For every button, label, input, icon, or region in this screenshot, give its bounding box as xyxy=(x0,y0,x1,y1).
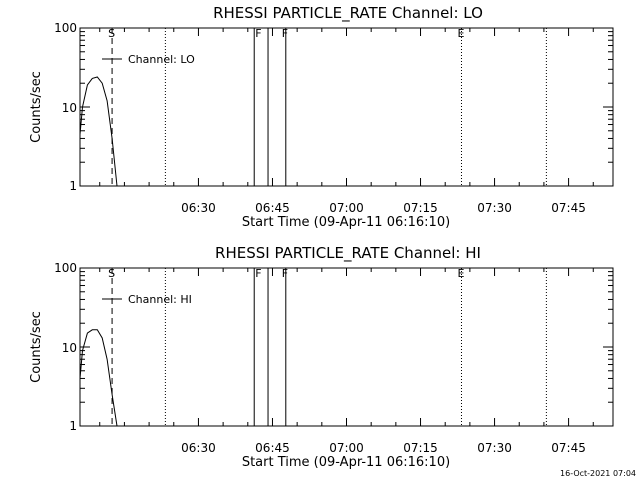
x-tick-label: 07:30 xyxy=(477,201,512,215)
x-tick-label: 07:00 xyxy=(329,201,364,215)
y-axis-label: Counts/sec xyxy=(29,71,44,143)
x-tick-labels: 06:30 06:45 07:00 07:15 07:30 07:45 xyxy=(181,201,586,215)
event-marker-label: F xyxy=(282,267,288,280)
x-tick-label: 06:30 xyxy=(181,201,216,215)
chart-title: RHESSI PARTICLE_RATE Channel: LO xyxy=(213,4,483,23)
x-tick-label: 07:15 xyxy=(403,201,438,215)
event-marker-label: E xyxy=(457,27,464,40)
x-tick-labels: 06:30 06:45 07:00 07:15 07:30 07:45 xyxy=(181,441,586,455)
axis-ticks xyxy=(80,267,613,427)
y-tick-label-1: 1 xyxy=(69,419,77,433)
event-marker-label: F xyxy=(255,267,261,280)
x-tick-label: 07:45 xyxy=(551,441,586,455)
chart-title: RHESSI PARTICLE_RATE Channel: HI xyxy=(215,244,481,263)
x-tick-label: 07:15 xyxy=(403,441,438,455)
series-line-channel-hi xyxy=(79,329,118,427)
x-axis-label: Start Time (09-Apr-11 06:16:10) xyxy=(242,455,450,470)
plot-frame xyxy=(79,267,614,427)
panel-channel-lo: RHESSI PARTICLE_RATE Channel: LO Counts/… xyxy=(29,4,614,230)
y-tick-label-10: 10 xyxy=(62,101,77,115)
x-tick-label: 06:45 xyxy=(255,201,290,215)
x-tick-label: 06:30 xyxy=(181,441,216,455)
event-marker-label: F xyxy=(255,27,261,40)
footer-timestamp: 16-Oct-2021 07:04 xyxy=(560,469,636,478)
x-tick-label: 06:45 xyxy=(255,441,290,455)
y-tick-label-10: 10 xyxy=(62,341,77,355)
legend-label: Channel: HI xyxy=(128,293,192,306)
y-tick-label-100: 100 xyxy=(54,21,77,35)
panel-channel-hi: RHESSI PARTICLE_RATE Channel: HI Counts/… xyxy=(29,244,614,470)
y-tick-label-100: 100 xyxy=(54,261,77,275)
x-tick-label: 07:00 xyxy=(329,441,364,455)
x-tick-label: 07:30 xyxy=(477,441,512,455)
event-marker-label: S xyxy=(108,27,115,40)
y-axis-label: Counts/sec xyxy=(29,311,44,383)
event-marker-label: S xyxy=(108,267,115,280)
plot-frame xyxy=(79,27,614,187)
x-tick-label: 07:45 xyxy=(551,201,586,215)
event-marker-label: E xyxy=(457,267,464,280)
event-marker-label: F xyxy=(282,27,288,40)
x-axis-label: Start Time (09-Apr-11 06:16:10) xyxy=(242,215,450,230)
axis-ticks xyxy=(80,27,613,187)
series-line-channel-lo xyxy=(79,76,118,187)
legend-label: Channel: LO xyxy=(128,53,195,66)
y-tick-label-1: 1 xyxy=(69,179,77,193)
